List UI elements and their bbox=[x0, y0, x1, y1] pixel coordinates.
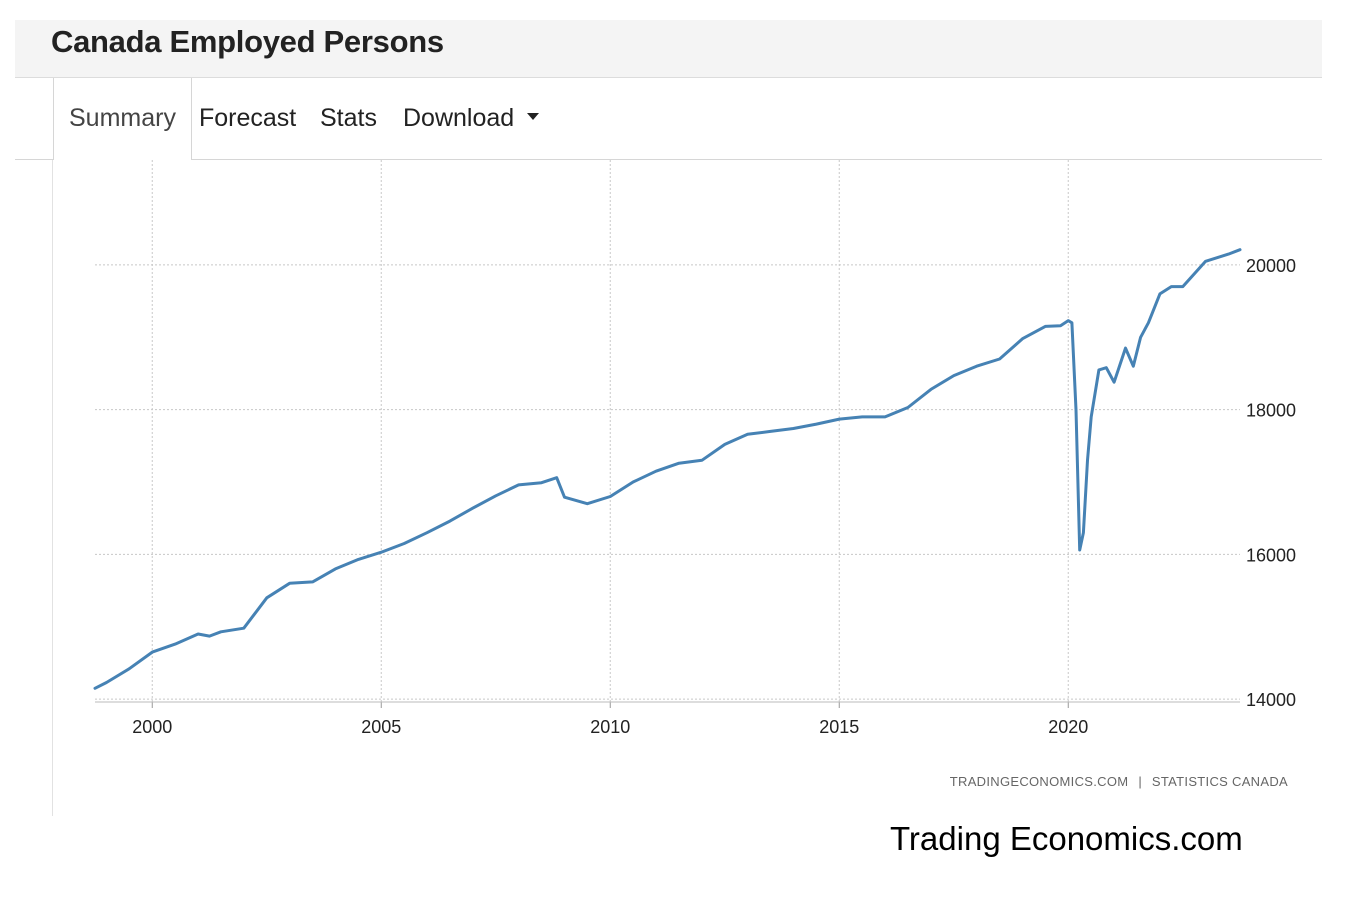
chart-source: TRADINGECONOMICS.COM | STATISTICS CANADA bbox=[950, 774, 1288, 789]
tab-forecast[interactable]: Forecast bbox=[199, 78, 296, 160]
tab-forecast-label: Forecast bbox=[199, 104, 297, 132]
x-tick-label: 2010 bbox=[590, 717, 630, 737]
caret-down-icon bbox=[527, 112, 540, 120]
panel-border bbox=[52, 160, 53, 816]
tab-summary-label: Summary bbox=[69, 104, 176, 132]
y-tick-label: 20000 bbox=[1246, 256, 1296, 276]
source-separator: | bbox=[1138, 774, 1142, 789]
tab-summary[interactable]: Summary bbox=[53, 78, 192, 160]
x-tick-label: 2000 bbox=[132, 717, 172, 737]
series-line-0 bbox=[93, 248, 1242, 690]
tab-download[interactable]: Download bbox=[403, 78, 540, 160]
x-tick-label: 2020 bbox=[1048, 717, 1088, 737]
source-site: TRADINGECONOMICS.COM bbox=[949, 774, 1129, 789]
page-header: Canada Employed Persons bbox=[15, 20, 1322, 78]
tab-download-label: Download bbox=[403, 104, 515, 132]
y-tick-label: 14000 bbox=[1246, 690, 1296, 710]
x-tick-label: 2015 bbox=[819, 717, 859, 737]
page-title: Canada Employed Persons bbox=[51, 24, 444, 59]
tab-stats[interactable]: Stats bbox=[320, 78, 377, 160]
tab-stats-label: Stats bbox=[320, 104, 377, 132]
y-tick-label: 16000 bbox=[1246, 545, 1296, 565]
x-tick-label: 2005 bbox=[361, 717, 401, 737]
footer-brand: Trading Economics.com bbox=[890, 820, 1243, 857]
source-agency: STATISTICS CANADA bbox=[1151, 774, 1288, 789]
y-tick-label: 18000 bbox=[1246, 401, 1296, 421]
tab-bar: Summary Forecast Stats Download bbox=[15, 78, 1322, 160]
